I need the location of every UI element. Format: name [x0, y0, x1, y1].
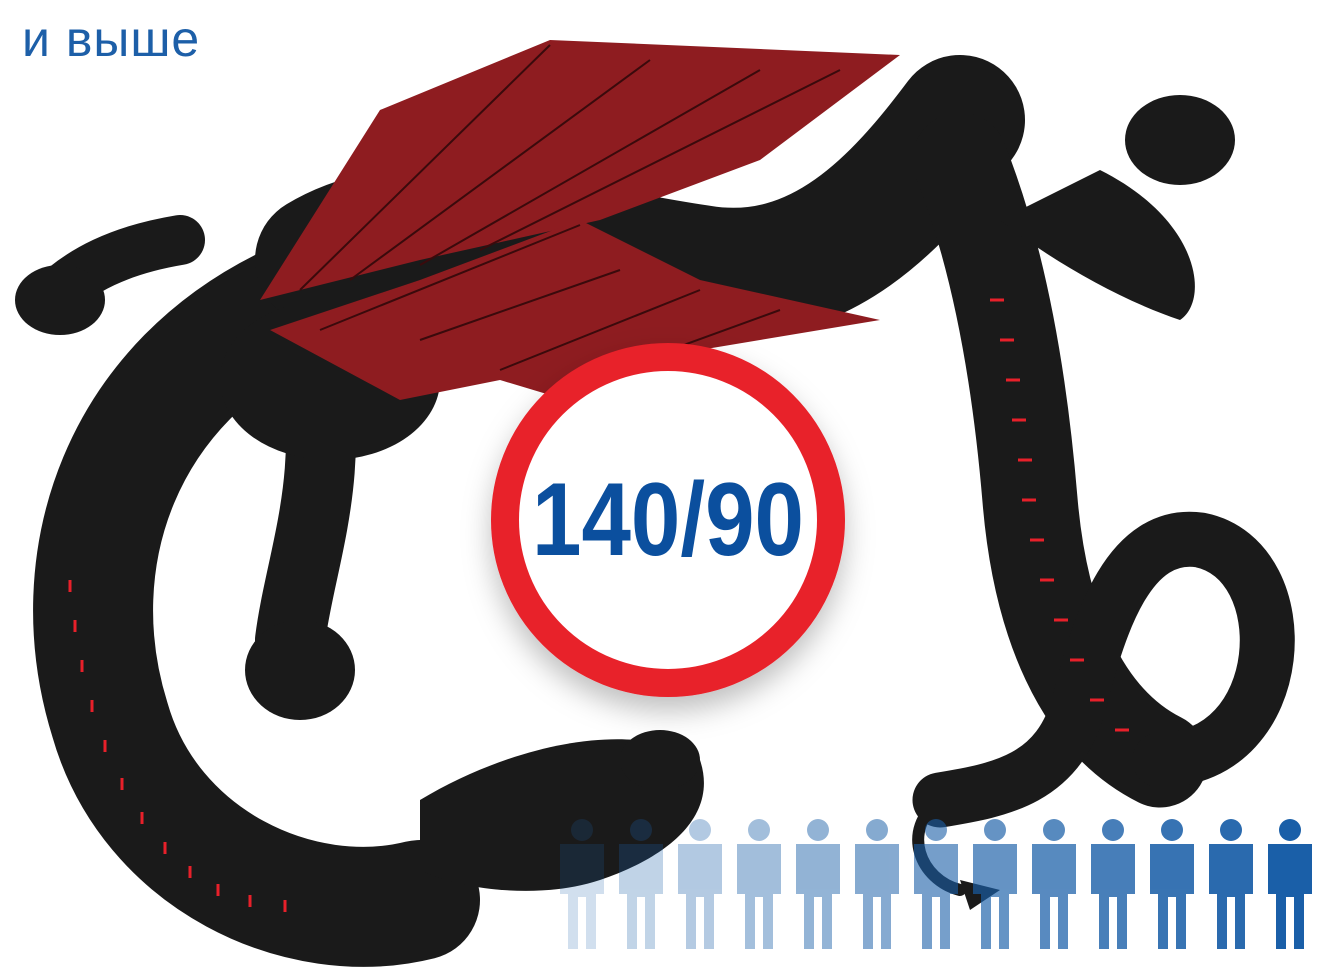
person-icon — [1032, 819, 1076, 949]
person-icon — [973, 819, 1017, 949]
page: {"header": {"text": "и выше"}, "badge": … — [0, 0, 1320, 975]
person-icon — [1268, 819, 1312, 949]
person-icon — [796, 819, 840, 949]
header-text: и выше — [22, 10, 200, 68]
badge-text: 140/90 — [532, 462, 804, 578]
badge: 140/90 — [505, 357, 831, 683]
person-icon — [1091, 819, 1135, 949]
person-icon — [855, 819, 899, 949]
person-icon — [737, 819, 781, 949]
person-icon — [1209, 819, 1253, 949]
person-icon — [678, 819, 722, 949]
illustration: 140/90 — [0, 0, 1320, 975]
person-icon — [1150, 819, 1194, 949]
